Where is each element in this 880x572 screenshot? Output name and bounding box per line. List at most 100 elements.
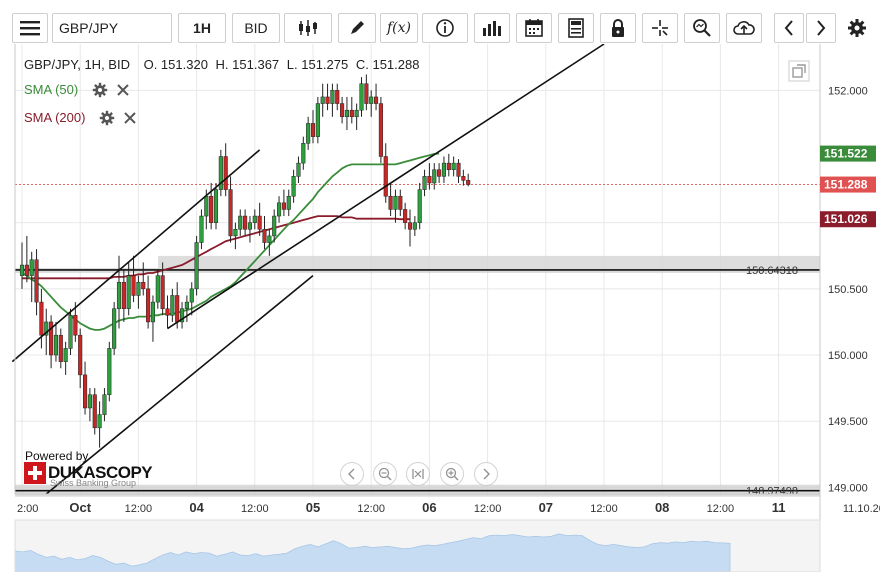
candle <box>39 288 44 349</box>
candle-body <box>340 103 345 118</box>
x-tick-label: 06 <box>422 500 436 515</box>
sma50-line <box>21 152 440 331</box>
candle <box>136 275 141 309</box>
symbol-selector[interactable]: GBP/JPY <box>52 13 172 43</box>
sma200-close-icon[interactable] <box>122 110 138 126</box>
candle <box>427 163 432 190</box>
candle-body <box>456 162 461 177</box>
sma50-close-icon[interactable] <box>115 82 131 98</box>
fx-icon[interactable]: f(x) <box>380 13 418 43</box>
candle <box>126 262 131 316</box>
crosshair-icon[interactable] <box>642 13 678 43</box>
candle <box>170 288 175 322</box>
candle <box>296 156 301 183</box>
gear-icon[interactable] <box>842 13 872 43</box>
trend-channel-lines[interactable] <box>11 43 605 495</box>
candle-body <box>170 295 175 316</box>
candle-body <box>107 348 112 395</box>
calendar-icon[interactable] <box>516 13 552 43</box>
pencil-icon[interactable] <box>338 13 376 43</box>
candle <box>456 159 461 183</box>
indicator-sma200-label: SMA (200) <box>24 110 86 125</box>
candle-body <box>354 109 359 118</box>
candle <box>19 242 25 289</box>
navigator-strip[interactable] <box>14 519 821 572</box>
x-tick-label: 05 <box>306 500 320 515</box>
candle-body <box>49 321 54 356</box>
expand-icon[interactable] <box>788 60 810 82</box>
x-tick-label: 12:00 <box>241 503 269 515</box>
candle <box>291 169 296 203</box>
channel-line <box>11 149 261 363</box>
candle-body <box>29 259 34 276</box>
candle <box>315 96 320 144</box>
y-tick-label: 149.500 <box>828 416 868 428</box>
candles-icon[interactable] <box>284 13 332 43</box>
price-type-selector[interactable]: BID <box>232 13 280 43</box>
nav-zoom-out-button[interactable] <box>373 462 397 486</box>
ohlc-low: L. 151.275 <box>286 57 349 72</box>
calculator-icon[interactable] <box>558 13 594 43</box>
candle-body <box>247 222 252 230</box>
channel-line <box>45 274 314 495</box>
candle-body <box>306 123 311 144</box>
indicator-sma50-label: SMA (50) <box>24 82 79 97</box>
candle <box>412 216 417 236</box>
candle-body <box>24 264 29 276</box>
candle <box>461 169 466 186</box>
candle-body <box>369 96 374 104</box>
candle-body <box>68 315 73 349</box>
candle-body <box>180 308 185 323</box>
ohlc-high: H. 151.367 <box>215 57 280 72</box>
candle <box>247 216 252 243</box>
level-band <box>158 255 820 268</box>
candle-body <box>116 281 122 309</box>
sma50-gear-icon[interactable] <box>92 82 108 98</box>
candle <box>354 103 359 131</box>
info-icon[interactable] <box>422 13 468 43</box>
candle-body <box>112 308 117 349</box>
y-tick-label: 150.500 <box>828 284 868 296</box>
candle <box>364 74 369 111</box>
sma200-line <box>22 215 410 280</box>
candle <box>388 182 393 217</box>
nav-prev-button[interactable] <box>340 462 364 486</box>
candle-body <box>204 195 209 217</box>
nav-zoom-in-button[interactable] <box>440 462 464 486</box>
x-tick-label: 11 <box>772 500 786 515</box>
channel-line <box>167 43 605 330</box>
candle <box>451 156 456 177</box>
candle <box>68 308 73 356</box>
candle-body <box>213 189 219 223</box>
candle <box>286 189 291 217</box>
candle-body <box>233 229 238 237</box>
sma200-gear-icon[interactable] <box>99 110 115 126</box>
candle-body <box>388 195 393 210</box>
cloud-upload-icon[interactable] <box>726 13 762 43</box>
nav-reset-button[interactable] <box>406 462 430 486</box>
candle <box>344 96 349 131</box>
lock-icon[interactable] <box>600 13 636 43</box>
bars-icon[interactable] <box>474 13 510 43</box>
arrow-right-icon[interactable] <box>806 13 836 43</box>
candle <box>131 255 136 303</box>
timeframe-label: 1H <box>193 20 211 36</box>
candle-body <box>451 162 456 170</box>
hamburger-icon[interactable] <box>12 13 48 43</box>
y-tick-label: 152.000 <box>828 85 868 97</box>
candle <box>340 96 345 124</box>
candle <box>374 83 379 111</box>
x-tick-label: 2:00 <box>17 503 38 515</box>
candle-body <box>199 215 204 243</box>
zoom-icon[interactable] <box>684 13 720 43</box>
candle <box>87 388 92 422</box>
logo-name: DUKASCOPY <box>48 463 153 482</box>
candle-body <box>301 143 306 164</box>
nav-next-button[interactable] <box>474 462 498 486</box>
timeframe-selector[interactable]: 1H <box>178 13 226 43</box>
arrow-left-icon[interactable] <box>774 13 804 43</box>
candle-body <box>146 288 151 323</box>
candle-body <box>83 374 88 409</box>
candle-body <box>359 83 364 111</box>
